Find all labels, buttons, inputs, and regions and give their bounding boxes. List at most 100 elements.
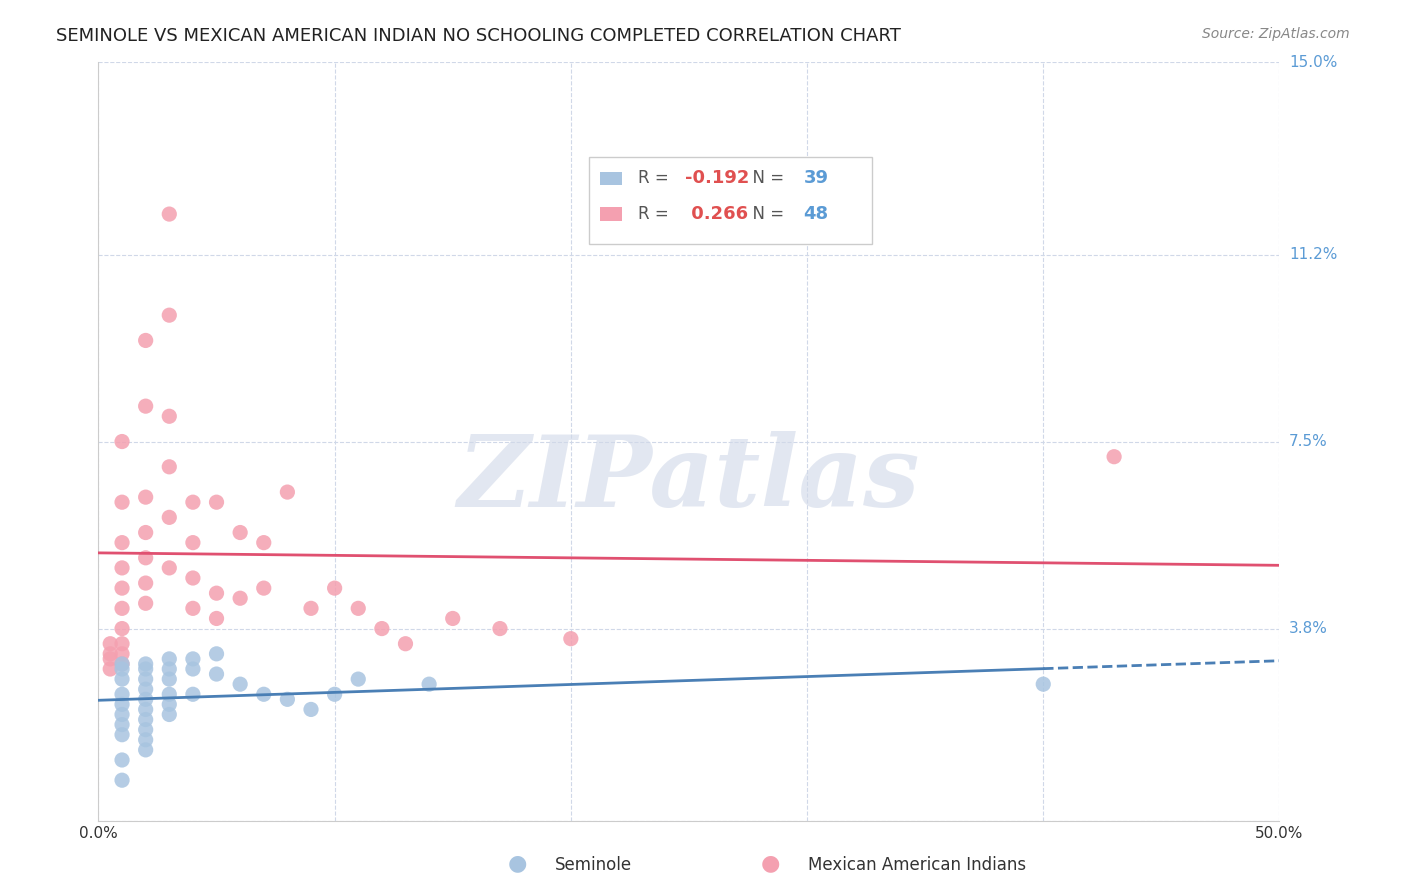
Point bbox=[111, 672, 134, 686]
Text: 48: 48 bbox=[803, 205, 828, 223]
Point bbox=[135, 662, 157, 676]
Point bbox=[157, 207, 180, 221]
Text: Mexican American Indians: Mexican American Indians bbox=[808, 856, 1026, 874]
Point bbox=[111, 601, 134, 615]
Point bbox=[111, 753, 134, 767]
Text: ZIPatlas: ZIPatlas bbox=[458, 431, 920, 528]
Point bbox=[299, 702, 322, 716]
FancyBboxPatch shape bbox=[600, 171, 621, 186]
Point bbox=[205, 611, 228, 625]
Point bbox=[157, 698, 180, 712]
Point bbox=[229, 591, 252, 606]
Text: Source: ZipAtlas.com: Source: ZipAtlas.com bbox=[1202, 27, 1350, 41]
Point bbox=[111, 434, 134, 449]
Point bbox=[276, 692, 298, 706]
Point bbox=[205, 586, 228, 600]
Point bbox=[111, 581, 134, 595]
Text: 11.2%: 11.2% bbox=[1289, 247, 1337, 262]
Point bbox=[347, 672, 370, 686]
Point bbox=[98, 647, 121, 661]
Point bbox=[135, 702, 157, 716]
Point bbox=[135, 723, 157, 737]
Point bbox=[135, 525, 157, 540]
Point bbox=[323, 687, 346, 701]
Point bbox=[135, 672, 157, 686]
Point bbox=[111, 535, 134, 549]
Point bbox=[253, 687, 276, 701]
Point bbox=[111, 657, 134, 671]
FancyBboxPatch shape bbox=[600, 207, 621, 221]
Text: 3.8%: 3.8% bbox=[1289, 621, 1327, 636]
Point bbox=[489, 622, 512, 636]
Point bbox=[111, 561, 134, 575]
Point bbox=[560, 632, 582, 646]
Point bbox=[111, 647, 134, 661]
Point bbox=[205, 495, 228, 509]
Point bbox=[157, 561, 180, 575]
Point bbox=[111, 773, 134, 788]
Point bbox=[111, 662, 134, 676]
Point bbox=[135, 576, 157, 591]
Point bbox=[135, 657, 157, 671]
Point bbox=[205, 647, 228, 661]
Text: N =: N = bbox=[742, 205, 789, 223]
Point bbox=[135, 334, 157, 348]
Point bbox=[181, 662, 204, 676]
Point bbox=[157, 672, 180, 686]
Point bbox=[157, 409, 180, 424]
Point bbox=[181, 495, 204, 509]
Point bbox=[98, 637, 121, 651]
Text: R =: R = bbox=[638, 169, 673, 187]
Point bbox=[111, 495, 134, 509]
Text: 15.0%: 15.0% bbox=[1289, 55, 1337, 70]
Point bbox=[111, 687, 134, 701]
Text: 39: 39 bbox=[803, 169, 828, 187]
Point bbox=[157, 308, 180, 322]
Point bbox=[299, 601, 322, 615]
Point bbox=[98, 652, 121, 666]
Point bbox=[253, 581, 276, 595]
Point bbox=[135, 692, 157, 706]
Text: 7.5%: 7.5% bbox=[1289, 434, 1327, 449]
Point bbox=[135, 399, 157, 413]
Point bbox=[135, 596, 157, 610]
Point bbox=[111, 637, 134, 651]
FancyBboxPatch shape bbox=[589, 157, 872, 244]
Point bbox=[98, 662, 121, 676]
Point bbox=[135, 682, 157, 697]
Point bbox=[441, 611, 464, 625]
Point bbox=[418, 677, 440, 691]
Point bbox=[229, 677, 252, 691]
Point bbox=[181, 571, 204, 585]
Text: SEMINOLE VS MEXICAN AMERICAN INDIAN NO SCHOOLING COMPLETED CORRELATION CHART: SEMINOLE VS MEXICAN AMERICAN INDIAN NO S… bbox=[56, 27, 901, 45]
Point bbox=[157, 707, 180, 722]
Point bbox=[371, 622, 394, 636]
Point bbox=[253, 535, 276, 549]
Point bbox=[157, 652, 180, 666]
Text: R =: R = bbox=[638, 205, 673, 223]
Point bbox=[157, 662, 180, 676]
Point bbox=[157, 687, 180, 701]
Point bbox=[181, 535, 204, 549]
Point bbox=[111, 728, 134, 742]
Point bbox=[111, 657, 134, 671]
Point bbox=[205, 667, 228, 681]
Point bbox=[181, 652, 204, 666]
Point bbox=[111, 622, 134, 636]
Point bbox=[111, 707, 134, 722]
Text: 0.266: 0.266 bbox=[685, 205, 748, 223]
Text: ●: ● bbox=[508, 854, 527, 873]
Point bbox=[135, 550, 157, 565]
Point bbox=[135, 732, 157, 747]
Point bbox=[1032, 677, 1054, 691]
Point bbox=[1102, 450, 1125, 464]
Text: N =: N = bbox=[742, 169, 789, 187]
Point bbox=[135, 713, 157, 727]
Point bbox=[111, 717, 134, 731]
Point bbox=[229, 525, 252, 540]
Point bbox=[111, 698, 134, 712]
Point bbox=[157, 510, 180, 524]
Point bbox=[181, 687, 204, 701]
Point bbox=[323, 581, 346, 595]
Point bbox=[394, 637, 416, 651]
